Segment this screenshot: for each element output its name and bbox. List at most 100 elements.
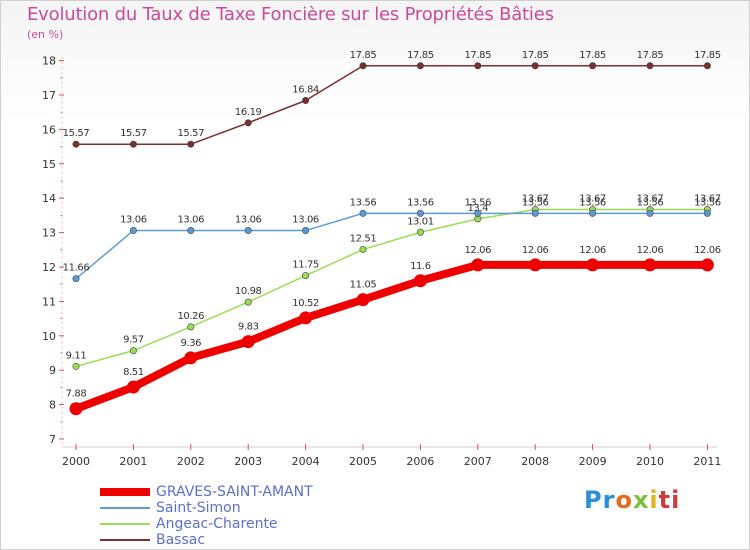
- y-tick-label: 10: [42, 330, 56, 343]
- y-tick-label: 12: [42, 261, 56, 274]
- data-point: [359, 209, 367, 217]
- data-label: 17.85: [579, 50, 606, 61]
- data-point: [129, 140, 137, 148]
- x-tick-label: 2010: [636, 455, 664, 468]
- logo-letters-4: ti: [658, 486, 681, 514]
- data-label: 10.98: [235, 286, 262, 297]
- legend-label: Angeac-Charente: [156, 516, 278, 532]
- data-label: 17.85: [637, 50, 664, 61]
- data-point: [302, 272, 310, 280]
- data-label: 17.85: [407, 50, 434, 61]
- data-label: 13.67: [579, 194, 606, 205]
- data-point: [184, 351, 198, 365]
- proxiti-logo: Proxiti: [584, 486, 680, 514]
- data-point: [244, 119, 252, 127]
- data-label: 13.01: [407, 216, 434, 227]
- x-tick-label: 2004: [292, 455, 320, 468]
- x-tick-label: 2000: [62, 455, 90, 468]
- y-axis-unit-label: (en %): [27, 28, 64, 41]
- data-point: [643, 258, 657, 272]
- data-label: 9.83: [238, 322, 259, 333]
- data-label: 9.57: [123, 335, 144, 346]
- series-line: [75, 208, 709, 368]
- data-point: [700, 258, 714, 272]
- data-label: 13.56: [579, 197, 606, 208]
- legend-label: Saint-Simon: [156, 500, 241, 516]
- data-label: 16.84: [292, 85, 319, 96]
- legend-swatch: [100, 539, 150, 541]
- logo-letters-0: Pr: [584, 486, 616, 514]
- data-label: 13.56: [694, 197, 721, 208]
- data-point: [244, 227, 252, 235]
- legend-label: GRAVES-SAINT-AMANT: [156, 484, 313, 500]
- data-point: [586, 258, 600, 272]
- x-tick-label: 2001: [119, 455, 147, 468]
- data-label: 12.06: [579, 245, 606, 256]
- data-label: 13.67: [522, 194, 549, 205]
- x-tick-label: 2002: [177, 455, 205, 468]
- data-point: [359, 62, 367, 70]
- data-point: [703, 209, 711, 217]
- data-point: [703, 62, 711, 70]
- data-point: [589, 62, 597, 70]
- x-tick-label: 2006: [406, 455, 434, 468]
- data-point: [471, 258, 485, 272]
- data-point: [474, 209, 482, 217]
- data-point: [528, 258, 542, 272]
- data-label: 8.51: [123, 367, 144, 378]
- x-tick-label: 2007: [464, 455, 492, 468]
- data-label: 12.06: [637, 245, 664, 256]
- x-tick-label: 2003: [234, 455, 262, 468]
- y-tick-label: 8: [49, 399, 56, 412]
- data-point: [474, 62, 482, 70]
- data-point: [244, 298, 252, 306]
- data-label: 13.56: [350, 197, 377, 208]
- y-tick-label: 11: [42, 295, 56, 308]
- y-tick-label: 14: [42, 192, 56, 205]
- data-label: 13.06: [292, 215, 319, 226]
- data-point: [416, 228, 424, 236]
- logo-letters-1: o: [615, 486, 633, 514]
- data-label: 13.4: [467, 203, 488, 214]
- legend-swatch: [100, 507, 150, 509]
- y-tick-label: 15: [42, 158, 56, 171]
- data-point: [646, 209, 654, 217]
- data-label: 17.85: [464, 50, 491, 61]
- data-label: 11.6: [410, 261, 431, 272]
- data-point: [72, 362, 80, 370]
- data-label: 10.52: [292, 298, 319, 309]
- data-label: 17.85: [694, 50, 721, 61]
- data-point: [646, 62, 654, 70]
- data-label: 12.06: [464, 245, 491, 256]
- line-chart: 7 8 9 10 11 12 13 14 15 16 17 18 2000 2001 2002 2003 200…: [42, 50, 721, 468]
- data-label: 11.66: [63, 263, 90, 274]
- x-tick-label: 2009: [579, 455, 607, 468]
- data-point: [416, 62, 424, 70]
- data-label: 16.19: [235, 107, 262, 118]
- legend-swatch: [100, 488, 150, 496]
- x-tick-label: 2008: [521, 455, 549, 468]
- data-point: [72, 275, 80, 283]
- y-tick-label: 7: [49, 433, 56, 446]
- data-label: 13.56: [637, 197, 664, 208]
- y-tick-label: 17: [42, 89, 56, 102]
- data-point: [413, 274, 427, 288]
- x-tick-label: 2011: [693, 455, 721, 468]
- data-label: 13.06: [120, 215, 147, 226]
- logo-letters-3: i: [649, 486, 659, 514]
- data-point: [126, 380, 140, 394]
- series-line: [75, 212, 709, 280]
- data-label: 12.51: [350, 233, 377, 244]
- data-label: 12.06: [522, 245, 549, 256]
- data-label: 9.36: [180, 338, 201, 349]
- data-label: 15.57: [63, 128, 90, 139]
- data-point: [187, 323, 195, 331]
- legend-label: Bassac: [156, 532, 206, 548]
- data-point: [187, 140, 195, 148]
- data-label: 13.56: [407, 197, 434, 208]
- data-point: [299, 311, 313, 325]
- data-label: 13.56: [522, 197, 549, 208]
- data-label: 9.11: [66, 350, 87, 361]
- data-label: 13.67: [637, 194, 664, 205]
